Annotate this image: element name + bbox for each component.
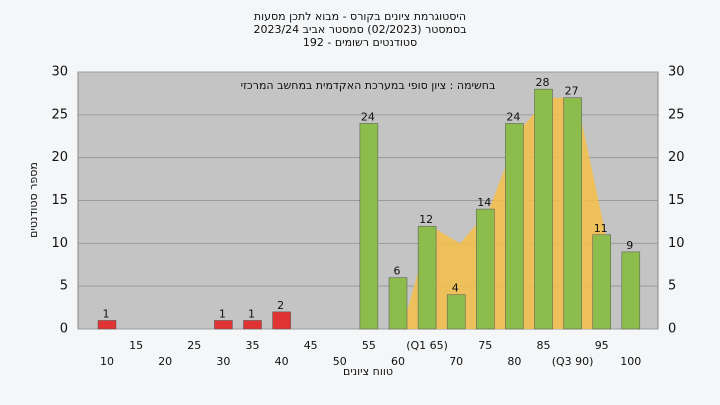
x-tick-label: 40 — [275, 355, 289, 368]
bar — [272, 311, 291, 330]
chart-subtitle: סטודנטים רשומים - 192 — [303, 36, 417, 49]
x-tick-label: 95 — [595, 339, 609, 352]
data-label: 11 — [594, 222, 608, 235]
x-tick-label: 55 — [362, 339, 376, 352]
y2-tick-label: 20 — [668, 150, 685, 165]
x-tick-label: 85 — [537, 339, 551, 352]
data-label: 28 — [536, 76, 550, 89]
data-label: 24 — [361, 110, 375, 123]
data-label: 24 — [506, 110, 520, 123]
x-tick-label: 70 — [449, 355, 463, 368]
bar — [534, 88, 553, 330]
y-tick-label: 30 — [51, 65, 68, 80]
y-tick-label: 5 — [60, 279, 68, 294]
y2-tick-label: 25 — [668, 107, 685, 122]
y2-tick-label: 5 — [668, 279, 676, 294]
data-label: 1 — [219, 307, 226, 320]
x-tick-label: 80 — [507, 355, 521, 368]
data-label: 27 — [565, 85, 579, 98]
bar — [476, 208, 495, 330]
bar — [592, 234, 611, 330]
area — [402, 97, 606, 329]
x-tick-label: (Q1 65) — [406, 339, 448, 352]
y2-tick-label: 0 — [668, 322, 676, 337]
data-label: 9 — [626, 239, 633, 252]
data-label: 12 — [419, 213, 433, 226]
bar — [214, 320, 233, 330]
data-label: 2 — [277, 299, 284, 312]
chart-title: היסטוגרמת ציונים בקורס - מבוא לתכן מסעות — [254, 10, 466, 23]
x-tick-label: 50 — [333, 355, 347, 368]
data-label: 4 — [452, 282, 459, 295]
bar — [563, 97, 582, 330]
y-tick-label: 25 — [51, 107, 68, 122]
y-tick-label: 10 — [51, 236, 68, 251]
y-tick-label: 20 — [51, 150, 68, 165]
bar — [388, 277, 408, 330]
bar — [97, 320, 117, 330]
data-label: 1 — [103, 307, 110, 320]
x-tick-label: 25 — [187, 339, 201, 352]
x-tick-label: 30 — [216, 355, 230, 368]
x-tick-label: 45 — [304, 339, 318, 352]
x-tick-label: 75 — [478, 339, 492, 352]
bar — [243, 320, 262, 330]
x-tick-label: 15 — [129, 339, 143, 352]
y2-tick-label: 10 — [668, 236, 685, 251]
y-axis-label: מספר סטודנטים — [27, 162, 40, 238]
bar — [621, 251, 641, 330]
bar — [417, 225, 437, 330]
x-tick-label: 100 — [620, 355, 641, 368]
bar — [446, 294, 466, 330]
x-tick-label: 10 — [100, 355, 114, 368]
x-tick-label: (Q3 90) — [552, 355, 594, 368]
bar — [505, 123, 524, 330]
y-tick-label: 0 — [60, 322, 68, 337]
annotation: בחשימה : ציון סופי במערכת האקדמית במחשב … — [241, 79, 496, 92]
data-label: 14 — [477, 196, 491, 209]
y2-tick-label: 15 — [668, 193, 685, 208]
data-label: 1 — [248, 307, 255, 320]
bar — [359, 123, 379, 330]
data-label: 6 — [394, 265, 401, 278]
x-tick-label: 20 — [158, 355, 172, 368]
y2-tick-label: 30 — [668, 65, 685, 80]
x-tick-label: 35 — [246, 339, 260, 352]
y-tick-label: 15 — [51, 193, 68, 208]
chart-subtitle: בסמסטר (02/2023) סמסטר אביב 2023/24 — [253, 23, 466, 36]
x-tick-label: 60 — [391, 355, 405, 368]
x-axis-label: טווח ציונים — [343, 365, 393, 378]
